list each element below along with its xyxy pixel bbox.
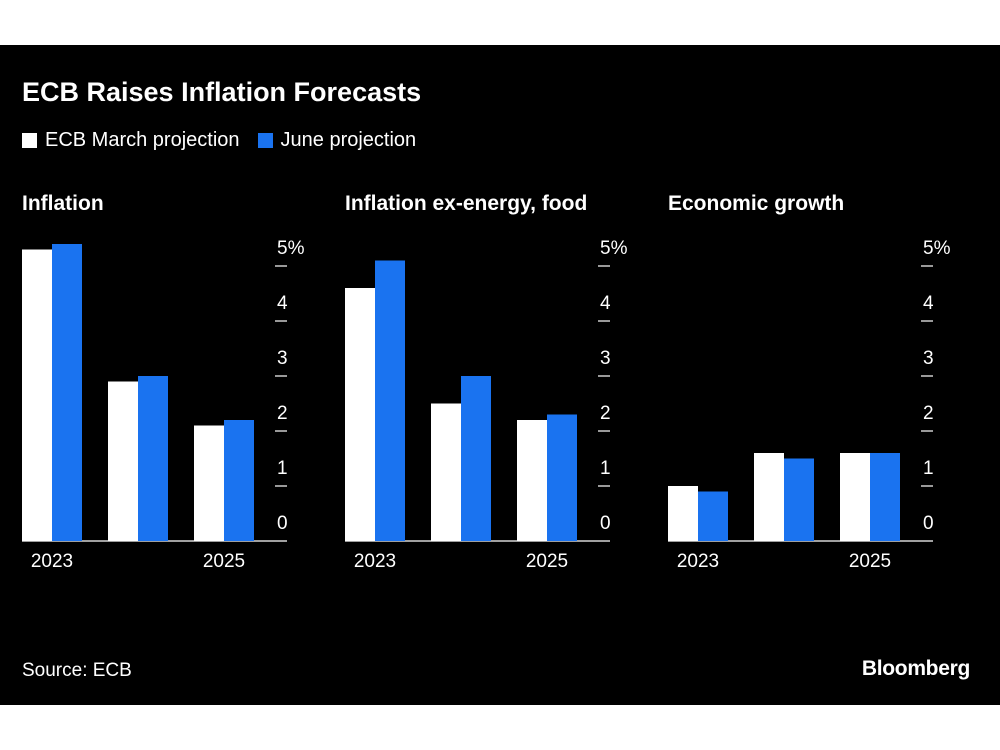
y-tick-label: 4 bbox=[600, 293, 611, 314]
chart-card: ECB Raises Inflation Forecasts ECB March… bbox=[0, 45, 1000, 705]
y-tick-label: 4 bbox=[923, 293, 934, 314]
bar-march bbox=[431, 403, 461, 541]
bar-march bbox=[194, 425, 224, 541]
legend-swatch-march bbox=[22, 133, 37, 148]
source-note: Source: ECB bbox=[22, 660, 132, 681]
x-tick-label: 2025 bbox=[849, 551, 891, 572]
y-tick-label: 3 bbox=[277, 348, 288, 369]
y-tick-label: 1 bbox=[277, 458, 288, 479]
y-tick-label: 0 bbox=[600, 513, 611, 534]
bar-march bbox=[108, 381, 138, 541]
x-tick-label: 2023 bbox=[354, 551, 396, 572]
y-tick-label: 2 bbox=[277, 403, 288, 424]
bar-march bbox=[345, 288, 375, 541]
bar-june bbox=[870, 453, 900, 541]
legend-swatch-june bbox=[257, 133, 273, 148]
y-tick-label: 3 bbox=[923, 348, 934, 369]
x-tick-label: 2023 bbox=[31, 551, 73, 572]
bar-march bbox=[840, 453, 870, 541]
y-tick-label: 4 bbox=[277, 293, 288, 314]
y-tick-label: 0 bbox=[923, 513, 934, 534]
y-tick-label: 2 bbox=[923, 403, 934, 424]
panel-title: Inflation ex-energy, food bbox=[345, 192, 587, 215]
bar-march bbox=[22, 249, 52, 541]
y-tick-label: 5% bbox=[923, 238, 951, 259]
bar-june bbox=[461, 376, 491, 541]
y-tick-label: 1 bbox=[600, 458, 611, 479]
y-tick-label: 5% bbox=[600, 238, 628, 259]
bar-march bbox=[668, 486, 698, 541]
x-tick-label: 2025 bbox=[526, 551, 568, 572]
y-tick-label: 3 bbox=[600, 348, 611, 369]
bar-march bbox=[754, 453, 784, 541]
legend-item-march: ECB March projection bbox=[22, 129, 240, 152]
legend: ECB March projection June projection bbox=[22, 129, 434, 152]
bar-june bbox=[547, 414, 577, 541]
bar-june bbox=[52, 244, 82, 541]
bar-june bbox=[375, 260, 405, 541]
panel-title: Economic growth bbox=[668, 192, 844, 215]
y-tick-label: 2 bbox=[600, 403, 611, 424]
x-tick-label: 2023 bbox=[677, 551, 719, 572]
bloomberg-logo: Bloomberg bbox=[861, 657, 970, 680]
y-tick-label: 5% bbox=[277, 238, 305, 259]
bar-june bbox=[784, 458, 814, 541]
panel-title: Inflation bbox=[22, 192, 104, 215]
bar-march bbox=[517, 420, 547, 541]
bar-june bbox=[138, 376, 168, 541]
y-tick-label: 1 bbox=[923, 458, 934, 479]
legend-label-march: ECB March projection bbox=[45, 129, 240, 151]
y-tick-label: 0 bbox=[277, 513, 288, 534]
chart-title: ECB Raises Inflation Forecasts bbox=[22, 77, 422, 107]
bar-june bbox=[224, 420, 254, 541]
bar-june bbox=[698, 491, 728, 541]
legend-item-june: June projection bbox=[257, 129, 417, 152]
legend-label-june: June projection bbox=[280, 129, 417, 151]
x-tick-label: 2025 bbox=[203, 551, 245, 572]
